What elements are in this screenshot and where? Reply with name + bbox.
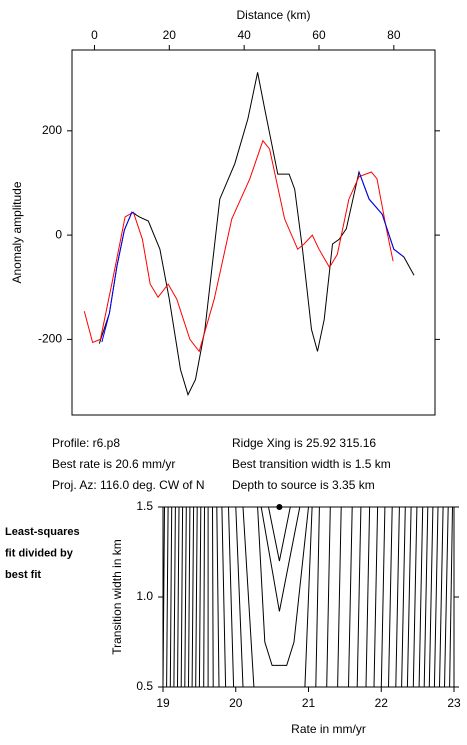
contour-line [449,506,453,688]
side-label: best fit [5,569,41,581]
contour-line [235,506,244,688]
x-tick-label: 20 [229,696,243,710]
contour-line [166,506,169,688]
contour-line [184,506,187,688]
x-tick-label: 19 [156,696,170,710]
contour-line [380,506,386,688]
y-tick-label: -200 [38,332,62,346]
profile-line [83,139,394,353]
contour-line [406,506,412,688]
y-tick-label: 1.5 [136,499,153,513]
profile-line [101,171,405,343]
contour-line [188,506,191,688]
contour-line [444,506,449,688]
contour-line [337,506,342,688]
contour-line [260,506,301,612]
contour-line [169,506,173,688]
x-tick-label: 21 [302,696,316,710]
contour-line [315,506,320,688]
contour-line [439,506,444,688]
contour-line [395,506,400,688]
y-tick-label: 1.0 [136,589,153,603]
contour-line [212,506,214,688]
y-tick-label: 0.5 [136,679,153,693]
y-axis-label: Transition width in km [110,539,124,655]
contour-line [428,506,434,688]
contour-line [268,506,291,562]
contour-line [373,506,379,688]
contour-line [198,506,202,688]
best-fit-point [276,504,283,510]
x-tick-label: 0 [91,28,98,42]
contour-line [242,506,255,688]
contour-line [423,506,429,688]
x-axis-label: Rate in mm/yr [291,722,366,736]
contour-line [365,506,371,688]
contour-line [348,506,353,688]
contour-line [180,506,184,688]
side-label: Least-squares [5,526,80,538]
contour-line [433,506,439,688]
contour-line [203,506,205,688]
y-tick-label: 0 [55,227,62,241]
x-tick-label: 23 [447,696,461,710]
contour-line [257,506,309,666]
annotation: Best transition width is 1.5 km [232,457,391,471]
contour-line [418,506,424,688]
contour-line [221,506,227,688]
contour-line [412,506,418,688]
annotation: Proj. Az: 116.0 deg. CW of N [52,478,205,492]
contour-line [388,506,393,688]
contour-line [304,506,313,688]
y-axis-label: Anomaly amplitude [10,181,24,283]
contour-line [216,506,220,688]
x-tick-label: 80 [387,28,401,42]
contour-line [356,506,362,688]
contour-line [191,506,195,688]
contour-line [326,506,331,688]
annotation: Best rate is 20.6 mm/yr [52,457,175,471]
x-axis-label: Distance (km) [236,8,310,22]
x-tick-label: 60 [312,28,326,42]
profile-line [98,72,415,397]
annotation: Profile: r6.p8 [52,436,120,450]
x-tick-label: 40 [237,28,251,42]
plot-frame [71,49,436,416]
x-tick-label: 20 [163,28,177,42]
contour-line [195,506,198,688]
contour-line [177,506,180,688]
x-tick-label: 22 [375,696,389,710]
contour-line [173,506,176,688]
annotation: Ridge Xing is 25.92 315.16 [232,436,376,450]
y-tick-label: 200 [42,123,62,137]
contour-line [228,506,235,688]
contour-line [401,506,406,688]
side-label: fit divided by [5,547,74,559]
annotation: Depth to source is 3.35 km [232,478,375,492]
